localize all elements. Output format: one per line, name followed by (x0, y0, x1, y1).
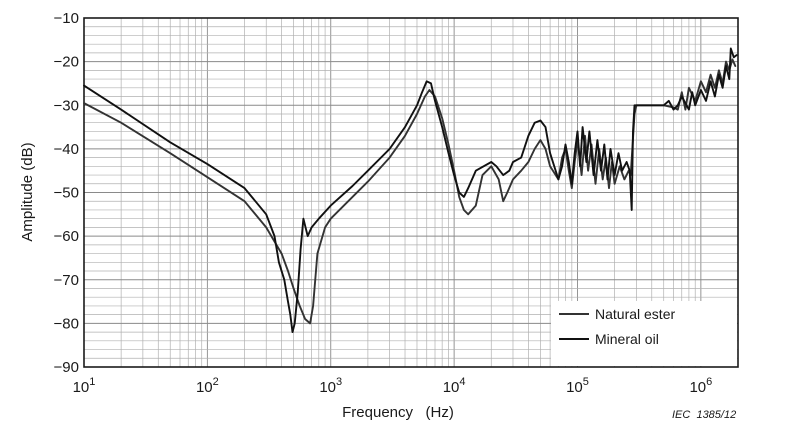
legend-label-natural-ester: Natural ester (595, 306, 675, 322)
y-tick-label: −30 (54, 97, 79, 114)
series-line-natural-ester (83, 58, 737, 325)
y-tick-label: −60 (54, 228, 79, 245)
x-tick-label: 101 (73, 376, 96, 396)
series-group (83, 47, 738, 334)
y-tick-label: −10 (54, 10, 79, 27)
plot-frame (83, 17, 739, 368)
legend-box (551, 301, 737, 366)
y-tick-label: −80 (54, 315, 79, 332)
y-axis-title: Amplitude (dB) (19, 142, 36, 241)
legend-label-mineral-oil: Mineral oil (595, 331, 659, 347)
series-line-mineral-oil (83, 47, 738, 334)
legend: Natural ester Mineral oil (551, 301, 737, 366)
y-tick-label: −90 (54, 359, 79, 376)
x-tick-label: 102 (196, 376, 219, 396)
y-tick-label: −50 (54, 185, 79, 202)
y-axis-ticks: −10 −20 −30 −40 −50 −60 −70 −80 −90 (54, 10, 79, 376)
x-tick-label: 104 (443, 376, 466, 396)
y-tick-label: −40 (54, 141, 79, 158)
x-axis-title: Frequency (Hz) (342, 404, 454, 421)
y-tick-label: −20 (54, 54, 79, 71)
x-axis-ticks: 101 102 103 104 105 106 (73, 376, 713, 396)
x-tick-label: 105 (566, 376, 589, 396)
x-tick-label: 103 (319, 376, 342, 396)
y-tick-label: −70 (54, 272, 79, 289)
x-tick-label: 106 (689, 376, 712, 396)
figure-reference: IEC 1385/12 (672, 409, 736, 421)
